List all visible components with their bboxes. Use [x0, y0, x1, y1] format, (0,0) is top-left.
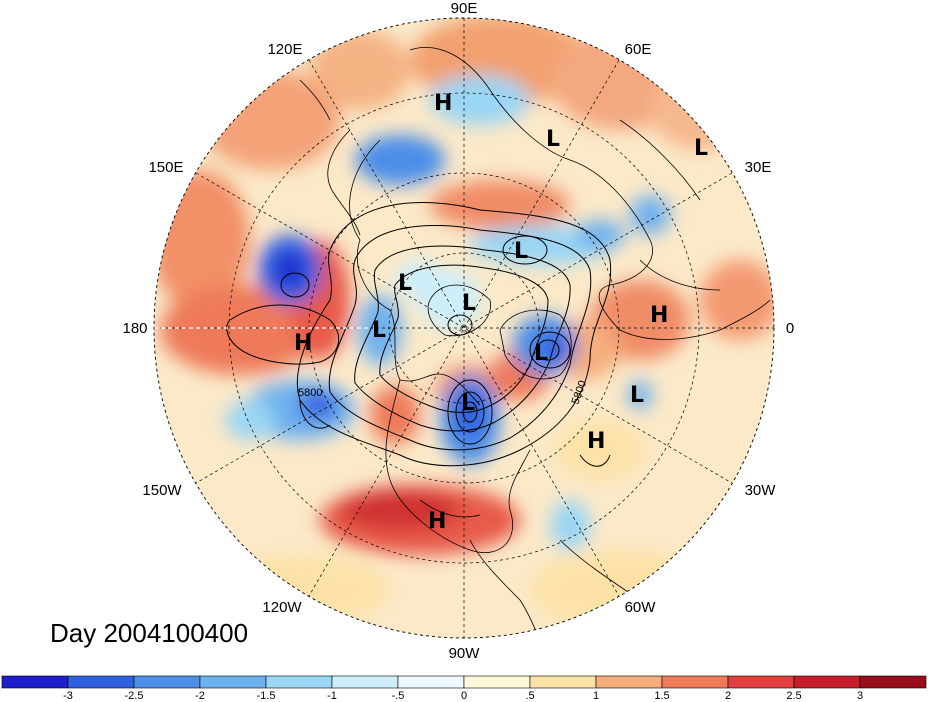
- h-pacific: H: [294, 331, 312, 356]
- l-arctic-east: L: [514, 239, 528, 264]
- colorbar-swatch: [133, 675, 201, 689]
- lon-label-0: 0: [786, 320, 794, 337]
- contour-label-west: 5800: [298, 387, 322, 399]
- colorbar-tick-label: -1: [327, 690, 337, 702]
- h-siberia: H: [434, 91, 452, 116]
- lon-label-30w: 30W: [745, 482, 777, 499]
- colorbar-tick-label: -2: [195, 690, 205, 702]
- colorbar-swatch: [199, 675, 267, 689]
- l-greenland: L: [534, 341, 548, 366]
- colorbar-tick-label: 1: [593, 690, 599, 702]
- lon-label-150e: 150E: [148, 159, 183, 176]
- l-pole: L: [462, 291, 476, 316]
- lon-label-120e: 120E: [267, 41, 302, 58]
- lon-label-120w: 120W: [262, 599, 302, 616]
- lon-label-60w: 60W: [625, 599, 657, 616]
- h-mexico: H: [428, 509, 446, 534]
- anomaly-field: [154, 18, 774, 638]
- l-alaska: L: [372, 318, 386, 343]
- colorbar-swatch: [463, 675, 531, 689]
- map-title: Day 2004100400: [50, 618, 249, 648]
- colorbar-tick-label: 2.5: [786, 690, 801, 702]
- colorbar-swatch: [529, 675, 597, 689]
- colorbar-swatch: [1, 675, 69, 689]
- colorbar-swatch: [265, 675, 333, 689]
- colorbar-swatch: [67, 675, 135, 689]
- colorbar-swatch: [859, 675, 927, 689]
- map-border: [153, 17, 775, 639]
- colorbar-tick-label: -2.5: [125, 690, 144, 702]
- colorbar-swatch: [595, 675, 663, 689]
- height-contours: [226, 202, 612, 467]
- l-arctic-west: L: [398, 271, 412, 296]
- colorbar-swatch: [397, 675, 465, 689]
- colorbar-tick-label: .5: [525, 690, 534, 702]
- lon-label-90e: 90E: [451, 0, 478, 17]
- colorbar-tick-label: -.5: [392, 690, 405, 702]
- l-middle-east: L: [694, 136, 708, 161]
- h-atlantic: H: [587, 429, 605, 454]
- lon-label-90w: 90W: [449, 645, 481, 662]
- lon-label-30e: 30E: [745, 159, 772, 176]
- colorbar-swatch: [661, 675, 729, 689]
- colorbar-tick-label: 1.5: [654, 690, 669, 702]
- colorbar: -3 -2.5 -2 -1.5 -1 -.5 0 .5 1 1.5 2 2.5 3: [1, 675, 927, 702]
- colorbar-swatch: [727, 675, 795, 689]
- colorbar-tick-label: -3: [63, 690, 73, 702]
- colorbar-tick-label: 3: [857, 690, 863, 702]
- colorbar-swatch: [331, 675, 399, 689]
- lon-label-180: 180: [122, 320, 147, 337]
- colorbar-swatch: [793, 675, 861, 689]
- l-central-asia: L: [546, 127, 560, 152]
- h-africa: H: [650, 303, 668, 328]
- l-hudson: L: [461, 391, 475, 416]
- colorbar-tick-label: -1.5: [257, 690, 276, 702]
- colorbar-tick-label: 0: [461, 690, 467, 702]
- colorbar-tick-label: 2: [725, 690, 731, 702]
- lon-label-150w: 150W: [142, 482, 182, 499]
- lon-label-60e: 60E: [625, 41, 652, 58]
- l-atlantic: L: [630, 383, 644, 408]
